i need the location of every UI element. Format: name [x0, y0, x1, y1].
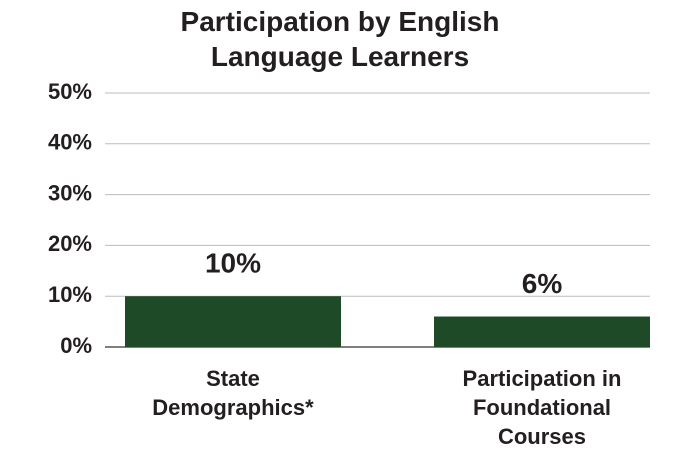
- y-tick-label: 30%: [48, 180, 92, 205]
- chart-title: Participation by English Language Learne…: [180, 6, 500, 72]
- bar: [125, 296, 341, 347]
- y-tick-label: 10%: [48, 282, 92, 307]
- y-tick-label: 20%: [48, 231, 92, 256]
- bar: [434, 316, 650, 347]
- y-tick-label: 50%: [48, 79, 92, 104]
- y-tick-label: 40%: [48, 130, 92, 155]
- x-tick-label: Participation in Foundational Courses: [462, 366, 622, 449]
- y-tick-label: 0%: [60, 333, 92, 358]
- x-tick-label: State Demographics*: [152, 366, 314, 420]
- value-label: 10%: [205, 248, 261, 279]
- value-label: 6%: [522, 268, 563, 299]
